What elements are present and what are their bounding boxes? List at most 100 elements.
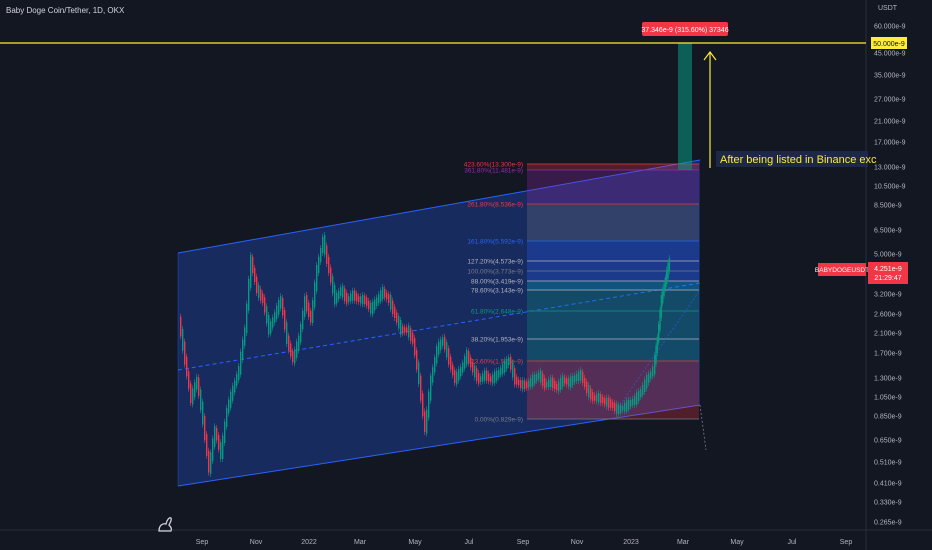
tradingview-logo-icon	[158, 517, 173, 532]
fib-level-label: 0.00%(0.829e-9)	[475, 417, 523, 424]
candle-body	[232, 385, 234, 401]
candle-body	[642, 384, 644, 395]
candle-body	[386, 292, 388, 300]
measure-box[interactable]	[678, 43, 692, 170]
candle-body	[562, 375, 564, 387]
y-tick-label: 10.500e-9	[874, 184, 906, 191]
candle-body	[652, 366, 654, 377]
fib-level-label: 23.60%(1.525e-9)	[471, 359, 523, 366]
channel-mid-line[interactable]	[177, 282, 701, 371]
candle-body	[544, 377, 546, 389]
candle-body	[572, 375, 574, 385]
hline-price-label: 50.000e-9	[873, 41, 905, 48]
candle-body	[594, 395, 596, 401]
parallel-channel[interactable]	[178, 160, 700, 486]
y-tick-label: 0.265e-9	[874, 520, 902, 527]
candle-body	[422, 393, 424, 417]
candle-body	[300, 324, 302, 343]
arrow-head-icon	[703, 51, 717, 61]
candle-body	[380, 290, 382, 302]
fib-band	[527, 241, 699, 261]
candle-body	[304, 296, 306, 317]
candle-body	[184, 341, 186, 365]
y-tick-label: 8.500e-9	[874, 203, 902, 210]
candle-body	[628, 399, 630, 410]
candle-body	[350, 293, 352, 302]
candle-body	[444, 336, 446, 350]
candle-body	[504, 360, 506, 373]
fib-level-label: 88.00%(3.419e-9)	[471, 279, 523, 286]
candle-body	[656, 336, 659, 353]
fib-band	[527, 261, 699, 271]
candle-body	[462, 362, 464, 373]
candle-body	[340, 287, 342, 296]
candle-body	[662, 289, 664, 304]
candle-body	[312, 300, 314, 323]
fib-level-label: 61.80%(2.648e-9)	[471, 309, 523, 316]
candle-body	[538, 372, 540, 380]
candle-body	[663, 284, 665, 296]
candle-body	[254, 268, 256, 282]
y-tick-label: 0.410e-9	[874, 481, 902, 488]
candle-body	[366, 297, 368, 306]
channel-upper-line[interactable]	[177, 159, 701, 254]
candle-body	[326, 245, 328, 264]
candle-body	[474, 365, 476, 378]
candle-body	[206, 434, 208, 456]
candle-body	[210, 452, 212, 474]
annotation-box[interactable]	[716, 151, 868, 167]
candle-body	[400, 320, 402, 335]
y-tick-label: 0.650e-9	[874, 438, 902, 445]
candle-body	[270, 321, 272, 334]
candle-body	[540, 370, 542, 383]
candle-body	[298, 335, 300, 351]
candle-body	[494, 371, 496, 383]
y-tick-label: 13.000e-9	[874, 165, 906, 172]
candle-body	[358, 296, 360, 302]
candle-body	[224, 421, 226, 443]
candle-body	[622, 406, 624, 411]
candle-body	[412, 332, 414, 344]
candle-body	[282, 298, 284, 316]
candle-body	[596, 394, 598, 402]
y-tick-label: 35.000e-9	[874, 73, 906, 80]
candle-body	[634, 396, 636, 405]
candle-body	[244, 327, 246, 346]
candle-body	[566, 378, 568, 385]
candle-body	[546, 382, 548, 387]
candle-body	[588, 385, 590, 398]
candle-body	[420, 375, 422, 401]
candle-body	[260, 288, 262, 301]
candle-body	[526, 381, 528, 388]
candle-body	[584, 378, 586, 387]
candle-body	[580, 370, 582, 381]
candle-body	[556, 384, 558, 390]
channel-lower-line[interactable]	[177, 404, 701, 487]
candle-body	[508, 357, 510, 366]
candle-body	[568, 378, 570, 387]
candle-body	[440, 339, 442, 351]
candle-body	[488, 373, 490, 382]
candle-body	[624, 402, 626, 412]
candle-body	[574, 375, 576, 383]
candle-body	[240, 351, 242, 375]
candle-body	[600, 394, 602, 403]
candle-body	[484, 370, 486, 381]
candle-body	[212, 438, 214, 462]
candle-body	[404, 327, 406, 333]
candle-body	[520, 380, 522, 388]
candle-body	[218, 435, 220, 450]
x-tick-label: Jul	[788, 539, 797, 546]
candle-body	[510, 356, 512, 370]
candle-body	[302, 310, 304, 330]
price-axis[interactable]: 60.000e-9 45.000e-9 35.000e-9 27.000e-9 21.0…	[874, 24, 906, 527]
candle-body	[646, 375, 648, 389]
candle-body	[188, 371, 190, 389]
candle-body	[654, 355, 656, 375]
time-axis[interactable]: Sep Nov 2022 Mar May Jul Sep Nov 2023 Mar May Jul Se…	[196, 539, 853, 546]
candle-body	[374, 299, 376, 311]
candle-body	[202, 401, 204, 425]
candle-body	[542, 373, 544, 387]
candle-body	[438, 341, 440, 355]
